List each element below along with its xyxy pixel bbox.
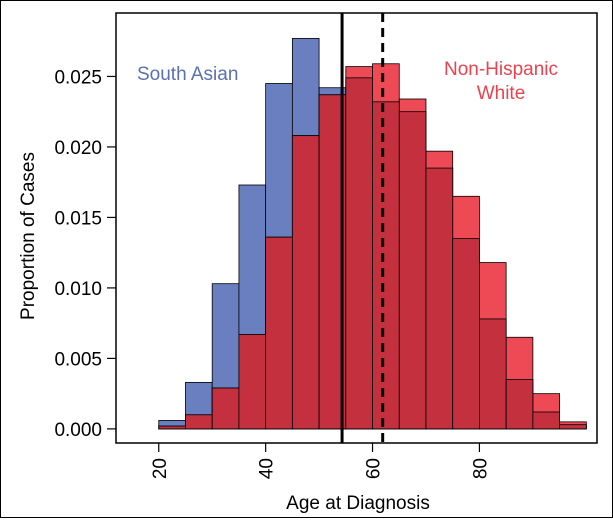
y-tick-label: 0.015 xyxy=(54,208,102,229)
x-tick-label: 40 xyxy=(257,458,278,479)
bar-overlap xyxy=(238,334,267,430)
annotation-south-asian: South Asian xyxy=(137,64,238,85)
bar-overlap xyxy=(158,425,186,430)
y-tick-label: 0.025 xyxy=(54,67,102,88)
bar-overlap xyxy=(559,424,587,430)
bar-overlap xyxy=(291,135,320,430)
y-axis: 0.000 0.005 0.010 0.015 0.020 0.025 xyxy=(54,67,116,441)
x-tick-label: 60 xyxy=(364,458,385,479)
annotation-non-hispanic: Non-Hispanic xyxy=(444,59,558,80)
bar-overlap xyxy=(398,111,427,430)
x-tick-label: 80 xyxy=(470,458,491,479)
x-axis-label: Age at Diagnosis xyxy=(286,493,430,514)
y-tick-label: 0.000 xyxy=(54,420,102,441)
y-tick-label: 0.020 xyxy=(54,138,102,159)
bar-overlap xyxy=(532,411,560,430)
bar-overlap xyxy=(265,236,293,430)
bar-overlap xyxy=(185,414,213,430)
bar-overlap xyxy=(425,167,454,430)
x-axis: 20 40 60 80 xyxy=(150,443,491,479)
bar-overlap xyxy=(211,387,240,430)
y-axis-label: Proportion of Cases xyxy=(18,152,39,320)
bar-overlap xyxy=(372,101,400,430)
bar-overlap xyxy=(345,77,373,430)
x-tick-label: 20 xyxy=(150,458,171,479)
annotation-white: White xyxy=(477,83,526,104)
plot-area-border xyxy=(115,12,598,444)
bar-overlap xyxy=(479,318,507,430)
bar-overlap xyxy=(505,379,534,430)
reference-lines xyxy=(340,13,385,443)
y-tick-label: 0.005 xyxy=(54,349,102,370)
overlap-bars xyxy=(158,77,587,430)
bar-overlap xyxy=(452,238,480,430)
y-tick-label: 0.010 xyxy=(54,279,102,300)
